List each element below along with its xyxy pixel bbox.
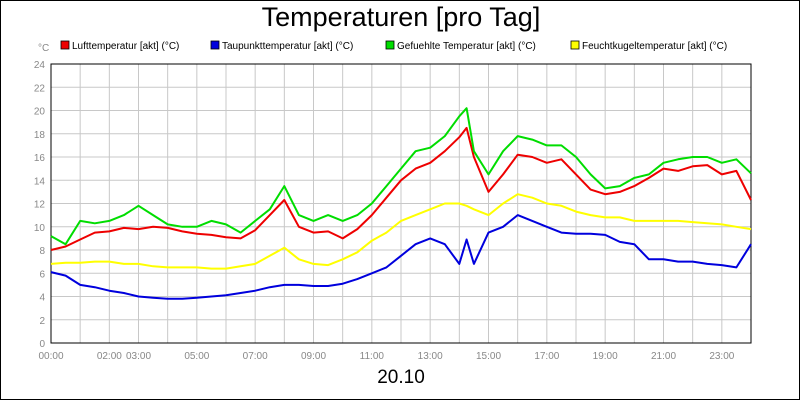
y-tick-label: 2: [39, 316, 45, 327]
y-tick-label: 18: [34, 130, 46, 141]
legend-swatch: [210, 40, 220, 50]
legend-swatch: [570, 40, 580, 50]
x-tick-label: 13:00: [418, 351, 443, 362]
x-tick-label: 17:00: [534, 351, 559, 362]
x-tick-label: 11:00: [360, 351, 385, 362]
y-axis-unit: °C: [38, 43, 49, 54]
legend-label: Taupunkttemperatur [akt] (°C): [222, 41, 353, 52]
y-tick-label: 8: [39, 246, 45, 257]
series-lines: [50, 107, 752, 300]
x-tick-label: 02:00: [97, 351, 122, 362]
legend-swatch: [60, 40, 70, 50]
y-tick-label: 12: [34, 200, 46, 211]
x-tick-label: 19:00: [593, 351, 618, 362]
y-tick-label: 6: [39, 269, 45, 280]
legend-label: Gefuehlte Temperatur [akt] (°C): [397, 41, 536, 52]
x-tick-label: 23:00: [709, 351, 734, 362]
y-tick-label: 14: [34, 176, 46, 187]
series-line: [50, 193, 752, 270]
y-tick-label: 4: [39, 293, 45, 304]
y-tick-label: 10: [34, 223, 46, 234]
y-tick-label: 24: [34, 60, 46, 71]
x-tick-label: 03:00: [126, 351, 151, 362]
y-tick-label: 20: [34, 107, 46, 118]
grid-lines: [50, 63, 752, 344]
x-tick-label: 15:00: [476, 351, 501, 362]
x-tick-label: 00:00: [38, 351, 63, 362]
legend-label: Feuchtkugeltemperatur [akt] (°C): [582, 41, 727, 52]
y-tick-label: 16: [34, 153, 46, 164]
x-axis-ticks: 00:00 02:00 03:00 05:00 07:00 09:00 11:00 13:00…: [38, 351, 734, 362]
x-tick-label: 07:00: [243, 351, 268, 362]
series-line: [50, 107, 752, 246]
x-tick-label: 05:00: [184, 351, 209, 362]
series-line: [50, 214, 752, 300]
chart-title: Temperaturen [pro Tag]: [261, 2, 541, 32]
plot-area-border: [50, 63, 752, 344]
legend-label: Lufttemperatur [akt] (°C): [72, 41, 179, 52]
legend: Lufttemperatur [akt] (°C) Taupunkttempera…: [60, 40, 727, 52]
y-tick-label: 22: [34, 83, 46, 94]
x-tick-label: 21:00: [651, 351, 676, 362]
legend-swatch: [385, 40, 395, 50]
x-tick-label: 09:00: [301, 351, 326, 362]
series-line: [50, 126, 752, 251]
y-tick-label: 0: [39, 339, 45, 350]
date-label: 20.10: [377, 367, 425, 388]
